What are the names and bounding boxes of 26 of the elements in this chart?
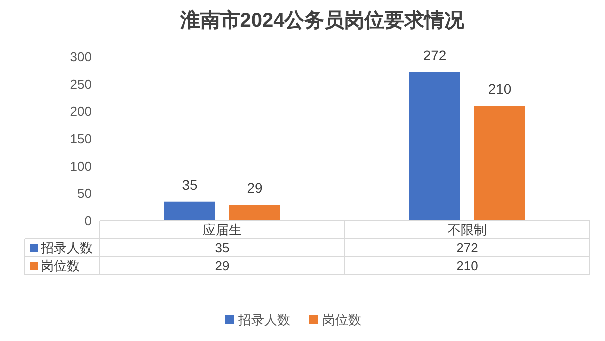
text: 岗位数	[41, 258, 80, 274]
text: 35	[215, 240, 230, 256]
bar	[164, 202, 216, 221]
y-tick-label: 100	[70, 158, 92, 174]
y-tick-label: 0	[84, 214, 92, 229]
legend-label: 招录人数	[40, 240, 93, 256]
data-label: 35	[182, 176, 198, 193]
y-tick-label: 200	[70, 104, 92, 120]
text: 272	[456, 240, 478, 256]
data-label: 272	[423, 47, 447, 64]
bar	[410, 72, 460, 221]
y-tick-label: 300	[70, 50, 92, 65]
bar	[230, 205, 280, 221]
text: 29	[215, 258, 230, 274]
legend-label: 岗位数	[322, 312, 362, 328]
chart-title: 淮南市2024公务员岗位要求情况	[179, 9, 466, 32]
data-label: 210	[488, 81, 512, 98]
text: 招录人数	[238, 312, 290, 328]
x-tick-label: 不限制	[448, 222, 487, 238]
y-tick-label: 150	[70, 132, 92, 147]
data-label: 29	[247, 180, 263, 196]
text: 210	[456, 258, 478, 274]
y-tick-label: 50	[78, 186, 92, 202]
y-tick-label: 250	[70, 76, 92, 92]
x-tick-label: 应届生	[203, 222, 242, 238]
bar	[474, 106, 526, 221]
